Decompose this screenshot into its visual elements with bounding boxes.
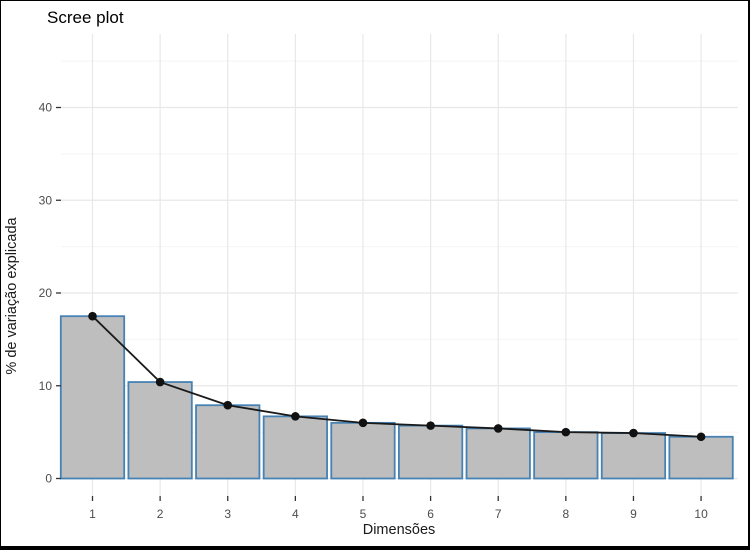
bar bbox=[397, 424, 464, 480]
x-axis-title: Dimensões bbox=[363, 522, 436, 538]
data-point bbox=[493, 424, 503, 433]
bar bbox=[262, 415, 328, 480]
x-tick-label: 2 bbox=[157, 507, 164, 521]
data-point bbox=[155, 377, 165, 387]
x-tick-label: 3 bbox=[224, 507, 231, 521]
data-point bbox=[223, 400, 233, 410]
y-tick-label: 30 bbox=[39, 193, 53, 207]
y-tick-label: 20 bbox=[39, 286, 53, 300]
axis-tick-labels-layer: 0 10 20 30 40 1 2 3 4 5 6 7 8 9 10 bbox=[39, 101, 708, 521]
scree-line bbox=[91, 315, 702, 438]
axis-ticks-layer bbox=[56, 106, 702, 501]
x-tick-label: 10 bbox=[694, 507, 708, 521]
bar bbox=[668, 435, 734, 480]
chart-title: Scree plot bbox=[47, 8, 124, 27]
bars-layer bbox=[59, 315, 734, 480]
bar bbox=[600, 432, 667, 480]
data-point bbox=[358, 418, 368, 428]
bar bbox=[533, 431, 599, 480]
bar bbox=[330, 421, 396, 480]
bar bbox=[59, 315, 126, 480]
x-tick-label: 7 bbox=[495, 507, 502, 521]
data-point bbox=[426, 421, 435, 430]
data-point bbox=[291, 412, 300, 421]
data-point bbox=[88, 311, 97, 321]
x-tick-label: 5 bbox=[360, 507, 367, 521]
x-tick-label: 6 bbox=[427, 507, 434, 521]
gridlines-minor bbox=[61, 60, 738, 433]
data-point bbox=[561, 427, 571, 437]
x-tick-label: 1 bbox=[89, 507, 96, 521]
bar bbox=[127, 381, 193, 480]
x-tick-label: 8 bbox=[562, 507, 569, 521]
x-tick-label: 4 bbox=[292, 507, 299, 521]
y-tick-label: 10 bbox=[39, 379, 53, 393]
x-tick-label: 9 bbox=[630, 507, 637, 521]
y-tick-label: 0 bbox=[45, 472, 52, 486]
data-point bbox=[629, 428, 638, 438]
data-point bbox=[696, 432, 706, 442]
bar bbox=[195, 404, 261, 480]
bar bbox=[465, 427, 531, 480]
y-tick-label: 40 bbox=[39, 101, 53, 115]
y-axis-title: % de variação explicada bbox=[4, 216, 20, 374]
scree-line-layer bbox=[88, 311, 706, 442]
